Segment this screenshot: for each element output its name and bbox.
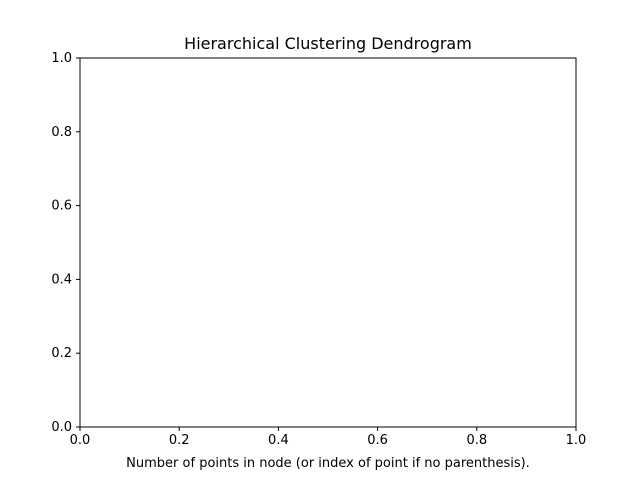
y-tick-label: 0.2 (51, 346, 72, 361)
y-tick-label: 0.6 (51, 199, 72, 214)
x-tick-label: 0.2 (169, 433, 190, 448)
plot-area: 0.0 0.2 0.4 0.6 0.8 1.0 0.0 0.2 0.4 0.6 0.8 1.0 (51, 51, 586, 448)
x-tick-label: 0.6 (367, 433, 388, 448)
y-axis-ticks: 0.0 0.2 0.4 0.6 0.8 1.0 (51, 51, 80, 435)
y-tick-label: 0.0 (51, 420, 72, 435)
x-tick-label: 0.8 (466, 433, 487, 448)
y-tick-label: 0.8 (51, 125, 72, 140)
axes-frame (79, 57, 577, 428)
x-tick-label: 0.4 (268, 433, 289, 448)
y-tick-label: 0.4 (51, 272, 72, 287)
x-axis-label: Number of points in node (or index of po… (126, 456, 530, 471)
x-tick-label: 1.0 (566, 433, 587, 448)
x-tick-label: 0.0 (70, 433, 91, 448)
x-axis-ticks: 0.0 0.2 0.4 0.6 0.8 1.0 (70, 427, 587, 448)
chart-title: Hierarchical Clustering Dendrogram (184, 34, 472, 53)
y-tick-label: 1.0 (51, 51, 72, 66)
